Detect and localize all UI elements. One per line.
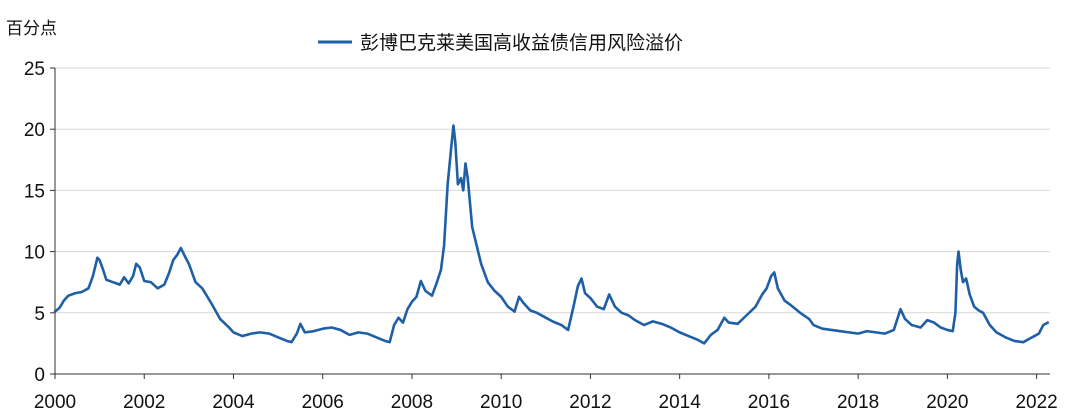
x-tick-label: 2014 [659,392,702,413]
x-tick-label: 2004 [212,392,255,413]
y-tick-label: 0 [34,365,45,386]
gridlines [55,67,1050,314]
series-group [53,124,1050,345]
y-tick-labels: 0 5 10 15 20 25 [24,59,45,386]
x-tick-label: 2000 [34,392,76,413]
x-tick-label: 2012 [569,392,611,413]
y-axis-label: 百分点 [6,19,57,39]
x-tick-label: 2020 [926,392,968,413]
x-tick-label: 2002 [123,392,165,413]
y-tick-label: 10 [24,243,45,264]
y-tick-label: 5 [34,304,45,325]
y-tick-label: 25 [24,59,45,80]
x-tick-label: 2018 [837,392,879,413]
axes [50,67,1050,379]
legend: 彭博巴克莱美国高收益债信用风险溢价 [318,32,683,54]
x-tick-labels: 2000 2002 2004 2006 2008 2010 2012 2014 2016 2018… [34,392,1058,413]
x-tick-label: 2016 [748,392,790,413]
x-tick-label: 2006 [302,392,344,413]
x-tick-label: 2008 [391,392,433,413]
legend-label: 彭博巴克莱美国高收益债信用风险溢价 [360,32,683,54]
x-tick-label: 2010 [480,392,522,413]
x-tick-label: 2022 [1015,392,1057,413]
series-line-0 [53,124,1050,345]
y-tick-label: 15 [24,181,45,202]
y-tick-label: 20 [24,120,45,141]
